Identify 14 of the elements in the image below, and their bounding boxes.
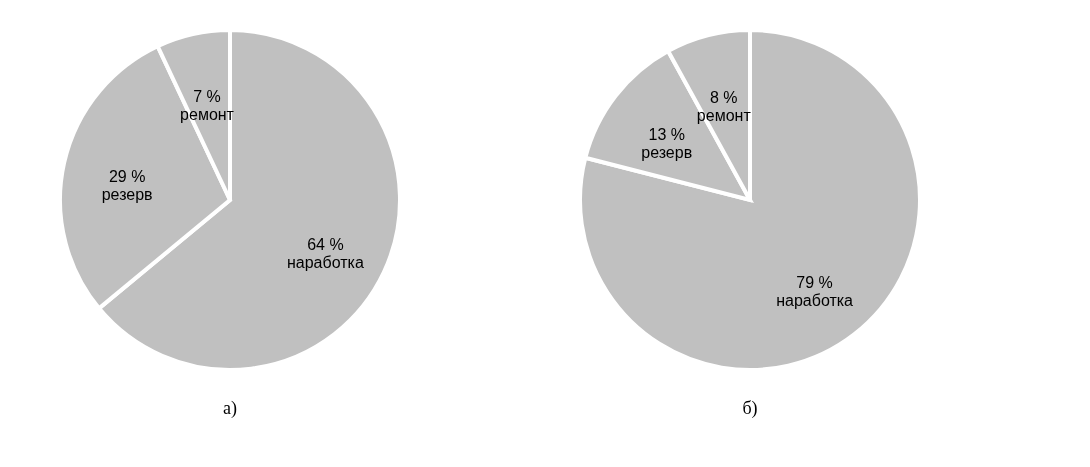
data-label: 8 % xyxy=(710,88,738,106)
data-label: 29 % xyxy=(108,168,146,186)
slice-label: ремонт xyxy=(180,106,235,124)
text: б) xyxy=(742,398,758,419)
slice-label: резерв xyxy=(101,186,153,204)
data-label: 64 % xyxy=(307,235,344,253)
slice-label: резерв xyxy=(641,144,693,162)
text: а) xyxy=(223,398,237,419)
slice-label: наработка xyxy=(776,292,854,310)
data-label: 13 % xyxy=(648,126,685,144)
data-label: 79 % xyxy=(796,274,833,292)
slice-label: ремонт xyxy=(696,106,752,124)
data-label: 7 % xyxy=(193,88,221,106)
slice-label: наработка xyxy=(286,253,364,271)
